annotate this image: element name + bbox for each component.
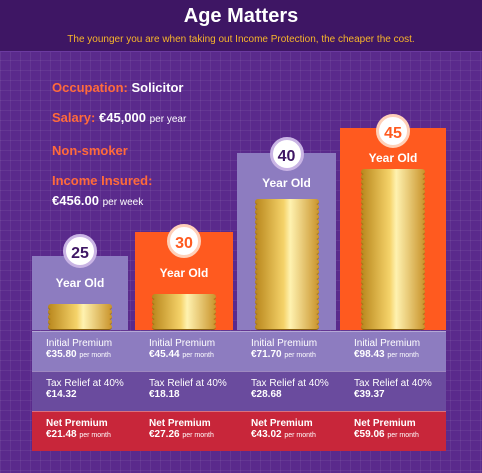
age-badge-45: 45 [376, 114, 410, 148]
initial-premium-label: Initial Premium [251, 338, 318, 349]
page-subtitle: The younger you are when taking out Inco… [67, 34, 415, 45]
coin-stack-25 [48, 304, 112, 330]
initial-premium-value: €71.70 per month [251, 349, 340, 360]
page-title: Age Matters [183, 5, 299, 27]
income-unit: per week [102, 197, 144, 208]
coin-stack-45 [361, 169, 425, 330]
tax-relief-value: €39.37 [354, 389, 446, 400]
net-premium-value: €27.26 per month [149, 429, 237, 440]
coin-icon [152, 324, 216, 330]
column-age-40: 40 Year Old [237, 137, 336, 330]
salary-label: Salary: [52, 110, 96, 125]
net-premium-unit: per month [182, 432, 214, 439]
initial-premium-value: €98.43 per month [354, 349, 446, 360]
tax-relief-value: €14.32 [46, 389, 135, 400]
age-badge-30: 30 [167, 224, 201, 258]
tax-relief-cell: Tax Relief at 40% €28.68 [237, 371, 340, 411]
tax-relief-label: Tax Relief at 40% [149, 378, 227, 389]
initial-premium-unit: per month [182, 352, 214, 359]
tax-relief-amount: €14.32 [46, 389, 77, 400]
tax-relief-amount: €28.68 [251, 389, 282, 400]
initial-premium-cell: Initial Premium €98.43 per month [340, 331, 446, 371]
age-label-40: Year Old [262, 176, 311, 190]
age-label-25: Year Old [55, 276, 105, 290]
net-premium-label: Net Premium [149, 418, 211, 429]
initial-premium-unit: per month [79, 352, 111, 359]
tax-relief-value: €28.68 [251, 389, 340, 400]
initial-premium-amount: €45.44 [149, 349, 180, 360]
initial-premium-cell: Initial Premium €45.44 per month [135, 331, 237, 371]
net-premium-amount: €43.02 [251, 429, 282, 440]
coin-stack-40 [254, 199, 319, 330]
net-premium-value: €21.48 per month [46, 429, 135, 440]
net-premium-cell: Net Premium €27.26 per month [135, 411, 237, 451]
column-age-25: 25 Year Old [32, 234, 128, 330]
column-age-30: 30 Year Old [135, 224, 233, 330]
net-premium-unit: per month [387, 432, 419, 439]
occupation-value: Solicitor [131, 80, 184, 95]
net-premium-label: Net Premium [46, 418, 108, 429]
net-premium-amount: €21.48 [46, 429, 77, 440]
net-premium-amount: €27.26 [149, 429, 180, 440]
salary-value: €45,000 [99, 110, 146, 125]
initial-premium-cell: Initial Premium €35.80 per month [32, 331, 135, 371]
coin-icon [48, 324, 112, 330]
income-label-line: Income Insured: [52, 173, 152, 188]
smoker-status: Non-smoker [52, 143, 128, 158]
tax-relief-amount: €18.18 [149, 389, 180, 400]
net-premium-unit: per month [79, 432, 111, 439]
initial-premium-label: Initial Premium [46, 338, 113, 349]
net-premium-cell: Net Premium €59.06 per month [340, 411, 446, 451]
net-premium-cell: Net Premium €43.02 per month [237, 411, 340, 451]
age-badge-25: 25 [63, 234, 97, 268]
initial-premium-amount: €71.70 [251, 349, 282, 360]
occupation-line: Occupation: Solicitor [52, 80, 183, 95]
net-premium-value: €59.06 per month [354, 429, 446, 440]
occupation-label: Occupation: [52, 80, 128, 95]
header-banner: Age Matters The younger you are when tak… [0, 0, 482, 52]
initial-premium-label: Initial Premium [149, 338, 216, 349]
smoker-line: Non-smoker [52, 143, 128, 158]
coin-icon [361, 324, 425, 330]
initial-premium-amount: €35.80 [46, 349, 77, 360]
salary-line: Salary: €45,000 per year [52, 110, 186, 125]
tax-relief-cell: Tax Relief at 40% €39.37 [340, 371, 446, 411]
income-label: Income Insured: [52, 173, 153, 188]
tax-relief-label: Tax Relief at 40% [354, 378, 432, 389]
tax-relief-value: €18.18 [149, 389, 237, 400]
initial-premium-value: €35.80 per month [46, 349, 135, 360]
initial-premium-value: €45.44 per month [149, 349, 237, 360]
net-premium-amount: €59.06 [354, 429, 385, 440]
age-badge-40: 40 [269, 137, 304, 171]
age-label-30: Year Old [159, 266, 209, 280]
initial-premium-label: Initial Premium [354, 338, 421, 349]
initial-premium-unit: per month [387, 352, 419, 359]
net-premium-value: €43.02 per month [251, 429, 340, 440]
age-label-45: Year Old [368, 151, 418, 165]
salary-unit: per year [149, 114, 187, 125]
tax-relief-amount: €39.37 [354, 389, 385, 400]
tax-relief-cell: Tax Relief at 40% €14.32 [32, 371, 135, 411]
tax-relief-cell: Tax Relief at 40% €18.18 [135, 371, 237, 411]
net-premium-unit: per month [284, 432, 316, 439]
column-age-45: 45 Year Old [340, 114, 446, 330]
net-premium-label: Net Premium [354, 418, 416, 429]
net-premium-label: Net Premium [251, 418, 313, 429]
tax-relief-label: Tax Relief at 40% [46, 378, 124, 389]
net-premium-cell: Net Premium €21.48 per month [32, 411, 135, 451]
tax-relief-label: Tax Relief at 40% [251, 378, 329, 389]
initial-premium-amount: €98.43 [354, 349, 385, 360]
coin-icon [254, 324, 319, 330]
income-value-line: €456.00 per week [52, 193, 143, 208]
income-value: €456.00 [52, 193, 99, 208]
coin-stack-30 [152, 294, 216, 330]
initial-premium-unit: per month [284, 352, 316, 359]
initial-premium-cell: Initial Premium €71.70 per month [237, 331, 340, 371]
